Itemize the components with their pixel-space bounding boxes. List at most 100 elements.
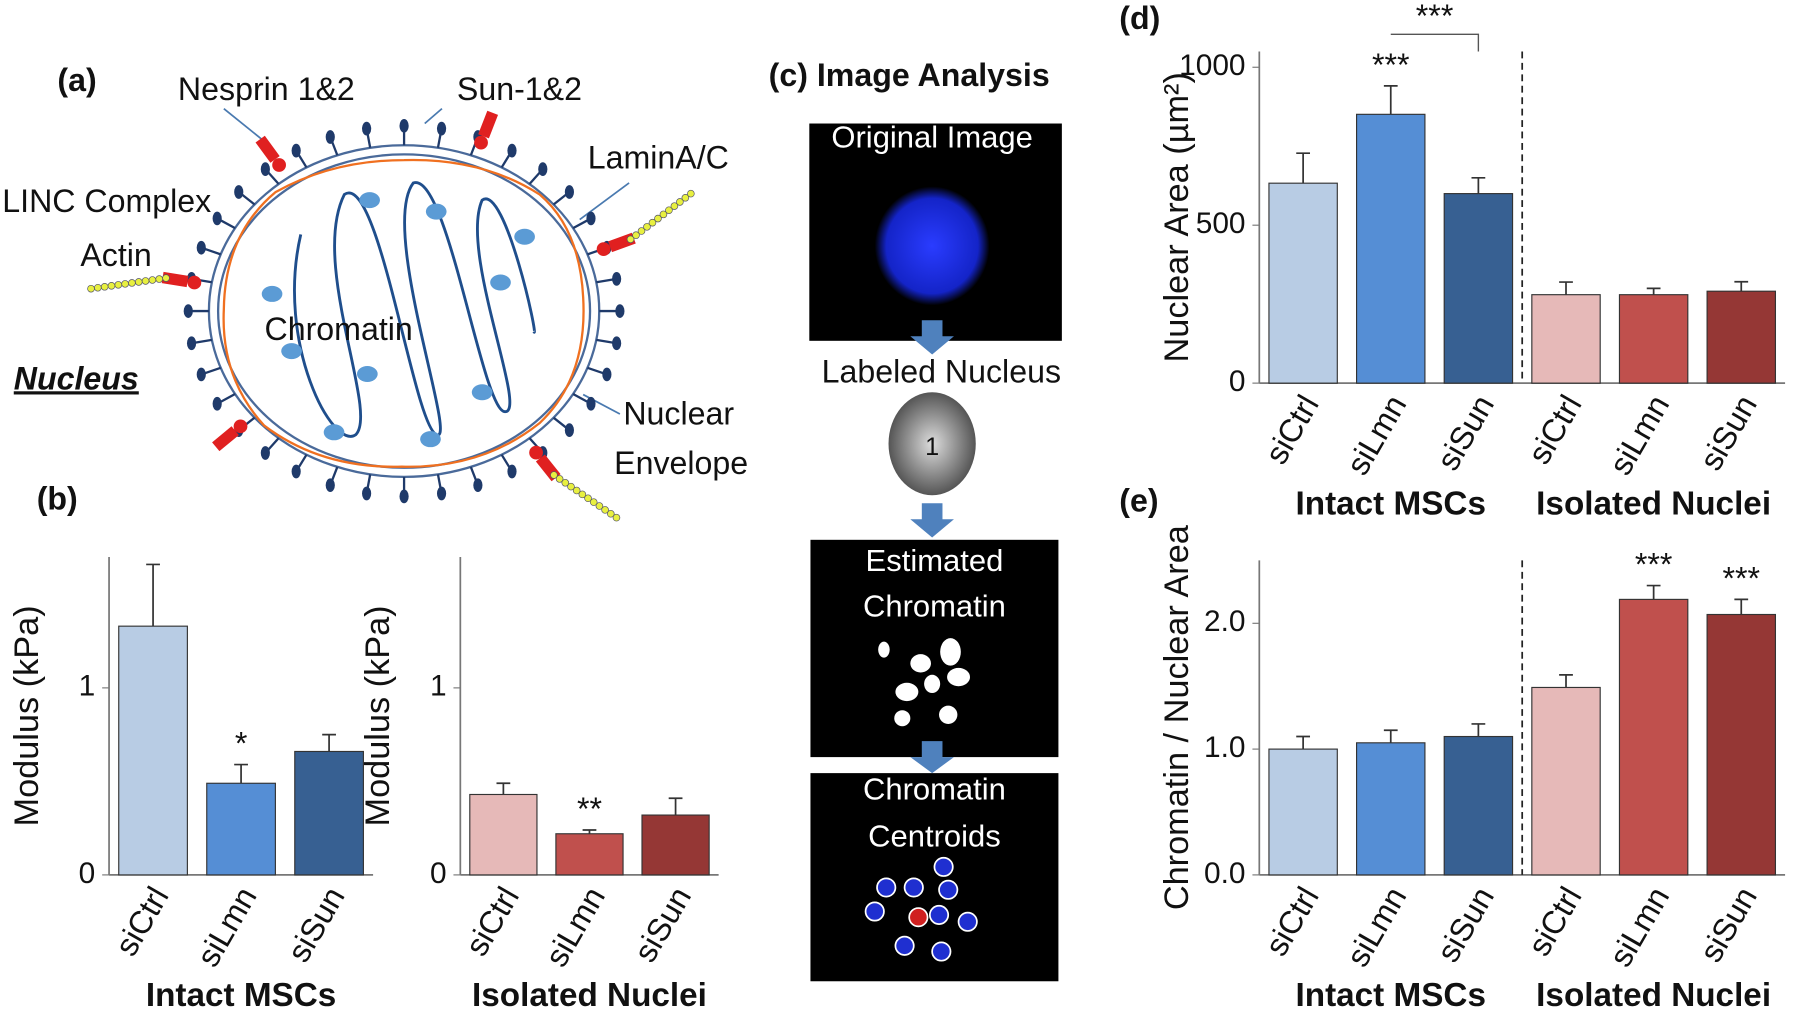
- x-tick-label: siCtrl: [1258, 881, 1326, 962]
- chromatin-blobs: [878, 638, 971, 727]
- sun-head: [612, 272, 622, 286]
- sun-head: [260, 162, 270, 177]
- centroids: [864, 856, 978, 962]
- chromatin-spot: [323, 424, 345, 441]
- actin: [626, 235, 635, 244]
- sun-head: [399, 118, 409, 133]
- step-label: Estimated: [866, 543, 1004, 578]
- envelope-label: Nuclear: [623, 396, 734, 432]
- lamina: [222, 158, 585, 468]
- panel-c: (c) Image Analysis Original Image Labele…: [769, 57, 1062, 982]
- sun-head: [234, 185, 244, 199]
- sun-label: Sun-1&2: [457, 71, 582, 107]
- group-label: Intact MSCs: [146, 977, 336, 1011]
- actin: [612, 513, 621, 522]
- step-label: Labeled Nucleus: [822, 353, 1061, 389]
- sun-head: [564, 423, 574, 438]
- leader: [579, 182, 630, 221]
- sun-head: [586, 211, 596, 226]
- error-bar: [668, 797, 683, 816]
- chromatin-label: Chromatin: [265, 311, 413, 347]
- actin: [155, 275, 163, 283]
- actin: [648, 218, 657, 227]
- x-tick-label: siSun: [1430, 881, 1501, 968]
- bar: [1356, 113, 1426, 384]
- bar: [118, 625, 188, 876]
- chromatin-spot: [357, 365, 378, 382]
- error-bar: [234, 763, 248, 784]
- actin: [589, 498, 598, 506]
- x-tick-label: siCtrl: [1258, 389, 1326, 470]
- error-bar: [146, 563, 160, 627]
- lamin-label: LaminA/C: [588, 140, 729, 176]
- sun-head: [602, 367, 612, 382]
- y-axis-label: Nuclear Area (µm²): [1158, 72, 1196, 362]
- x-tick-label: siCtrl: [108, 881, 176, 962]
- bar: [1618, 598, 1689, 876]
- nesprin: [529, 445, 543, 460]
- arrows: [910, 320, 954, 774]
- x-tick-label: siSun: [1430, 389, 1501, 476]
- actin: [595, 502, 604, 510]
- bar: [1443, 735, 1514, 876]
- panel-label: (d): [1119, 0, 1160, 36]
- nesprin: [474, 135, 488, 150]
- actin: [676, 198, 684, 206]
- significance: ***: [1723, 561, 1761, 597]
- sun-head: [260, 446, 270, 460]
- envelope-label: Envelope: [614, 445, 748, 481]
- sun-head: [212, 211, 222, 226]
- actin: [148, 276, 157, 284]
- nucleus-id: 1: [925, 433, 939, 461]
- sun-head: [196, 240, 206, 255]
- actin: [654, 214, 662, 223]
- x-tick-label: siLmn: [190, 881, 264, 973]
- actin: [578, 490, 587, 499]
- y-tick-label: 1000: [1179, 49, 1245, 82]
- sun-head: [538, 162, 548, 177]
- error-bar: [1646, 584, 1661, 600]
- group-label: Isolated Nuclei: [1536, 485, 1771, 522]
- sun-head: [183, 304, 193, 318]
- actin: [606, 509, 615, 518]
- x-tick-label: siLmn: [1339, 881, 1413, 973]
- actin: [87, 284, 95, 293]
- group-label: Intact MSCs: [1296, 977, 1486, 1011]
- x-tick-label: siCtrl: [458, 881, 526, 962]
- sun-head: [212, 396, 222, 411]
- y-axis-label: Modulus (kPa): [359, 605, 397, 826]
- chromatin-spot: [420, 431, 441, 448]
- panel-label: (c) Image Analysis: [769, 57, 1050, 93]
- actin: [572, 486, 581, 495]
- nesprin-rod: [478, 110, 499, 139]
- leader: [223, 107, 267, 144]
- actin: [141, 277, 150, 285]
- actin: [584, 494, 592, 503]
- sun-head: [325, 130, 335, 144]
- actin: [670, 202, 679, 210]
- actin: [567, 482, 575, 491]
- error-bar: [1559, 674, 1573, 688]
- actin: [114, 281, 123, 289]
- actin-label: Actin: [80, 237, 151, 273]
- significance: **: [577, 791, 602, 827]
- y-tick-label: 2.0: [1204, 605, 1245, 638]
- sun-head: [507, 464, 517, 479]
- y-axis-label: Modulus (kPa): [8, 605, 46, 826]
- x-tick-label: siSun: [627, 881, 698, 968]
- bar: [469, 793, 538, 876]
- step-label: Chromatin: [863, 589, 1006, 624]
- actin: [561, 478, 570, 487]
- significance: ***: [1416, 0, 1454, 34]
- sun-head: [436, 121, 447, 136]
- error-bar: [1383, 729, 1398, 743]
- sun-head: [362, 486, 372, 501]
- nesprin: [272, 158, 286, 172]
- y-tick-label: 0: [79, 857, 96, 890]
- y-axis-label: Chromatin / Nuclear Area: [1158, 524, 1196, 910]
- x-tick-label: siCtrl: [1521, 881, 1589, 962]
- error-bar: [1734, 280, 1749, 292]
- bar: [1706, 613, 1777, 876]
- group-label: Isolated Nuclei: [472, 977, 707, 1011]
- actin: [637, 227, 646, 235]
